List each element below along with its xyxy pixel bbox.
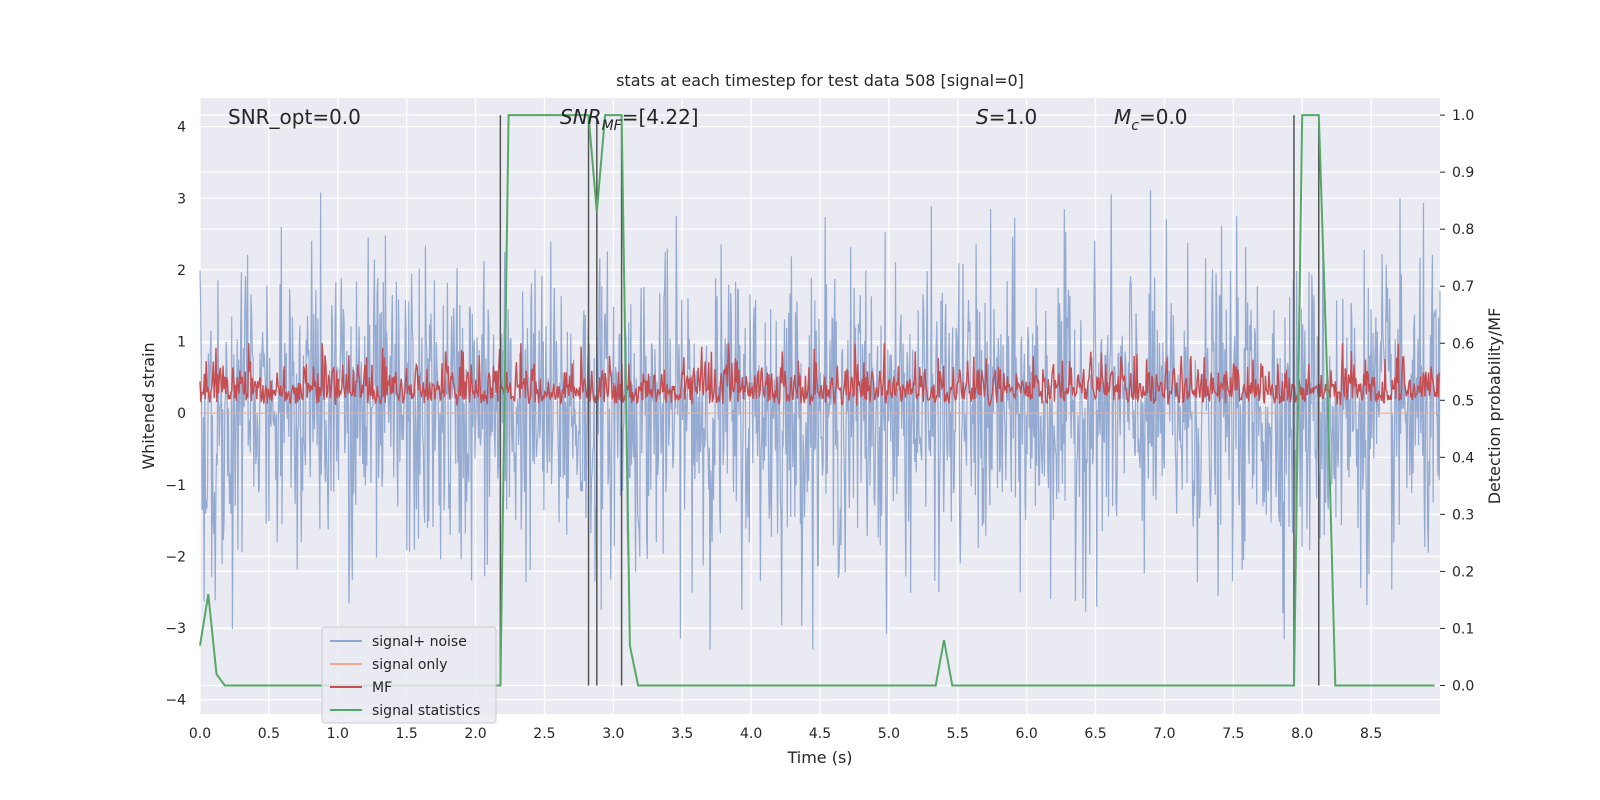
annotation-snr-mf: SNRMF=[4.22]: [560, 105, 699, 134]
y-right-tick-label: 0.8: [1452, 222, 1474, 238]
axis-ticks: 0.0 0.5 1.0 1.5 2.0 2.5 3.0 3.5 4.0 4.5 5.0 5.5 6.0 6…: [165, 108, 1474, 742]
annotation-mc-rest: =0.0: [1139, 105, 1188, 129]
y-right-tick-label: 0.9: [1452, 165, 1474, 181]
legend-label-signal-noise: signal+ noise: [372, 634, 467, 650]
annotation-snr-opt: SNR_opt=0.0: [228, 105, 361, 129]
y-left-tick-label: −2: [165, 549, 186, 565]
x-tick-label: 3.5: [671, 726, 693, 742]
y-right-tick-label: 0.5: [1452, 393, 1474, 409]
x-tick-label: 8.0: [1291, 726, 1313, 742]
x-tick-label: 3.0: [602, 726, 624, 742]
annotation-snr-mf-main: SNR: [560, 105, 602, 129]
y-right-tick-label: 0.0: [1452, 678, 1474, 694]
y-left-tick-label: 3: [177, 191, 186, 207]
annotation-mc-main: M: [1114, 105, 1131, 129]
y-left-tick-label: 4: [177, 120, 186, 136]
legend: signal+ noise signal only MF signal stat…: [321, 626, 497, 724]
vertical-markers: [499, 115, 1320, 686]
legend-box: [321, 626, 497, 724]
y-right-tick-label: 0.1: [1452, 621, 1474, 637]
annotation-mc: Mc=0.0: [1114, 105, 1188, 134]
y-left-tick-label: −4: [165, 693, 186, 709]
x-tick-label: 0.5: [258, 726, 280, 742]
x-tick-label: 1.5: [396, 726, 418, 742]
x-tick-label: 2.5: [533, 726, 555, 742]
y-right-tick-label: 1.0: [1452, 108, 1474, 124]
mf-line: [199, 343, 1441, 408]
annotation-s-rest: =1.0: [989, 105, 1038, 129]
y-right-tick-label: 0.2: [1452, 564, 1474, 580]
y-left-tick-label: 0: [177, 406, 186, 422]
x-tick-label: 5.0: [878, 726, 900, 742]
x-tick-label: 7.0: [1153, 726, 1175, 742]
x-tick-label: 7.5: [1222, 726, 1244, 742]
legend-label-signal-only: signal only: [372, 657, 447, 673]
x-tick-label: 4.0: [740, 726, 762, 742]
legend-label-signal-statistics: signal statistics: [372, 703, 480, 719]
annotation-s-main: S: [976, 105, 989, 129]
x-tick-label: 1.0: [327, 726, 349, 742]
y-axis-left-label: Whitened strain: [139, 342, 158, 469]
chart-title: stats at each timestep for test data 508…: [616, 71, 1024, 90]
x-tick-label: 2.0: [464, 726, 486, 742]
legend-label-mf: MF: [372, 680, 392, 696]
x-tick-label: 6.5: [1084, 726, 1106, 742]
series-mf: [199, 343, 1441, 408]
annotation-snr-mf-sub: MF: [602, 118, 623, 134]
annotations: SNR_opt=0.0 SNRMF=[4.22] S=1.0 Mc=0.0: [228, 105, 1188, 134]
y-left-tick-label: −3: [165, 621, 186, 637]
x-tick-label: 5.5: [947, 726, 969, 742]
annotation-mc-sub: c: [1131, 118, 1139, 134]
y-right-tick-label: 0.6: [1452, 336, 1474, 352]
y-left-tick-label: 1: [177, 335, 186, 351]
x-tick-label: 8.5: [1360, 726, 1382, 742]
x-axis-label: Time (s): [786, 748, 852, 767]
x-tick-label: 6.0: [1016, 726, 1038, 742]
y-right-tick-label: 0.7: [1452, 279, 1474, 295]
y-right-tick-label: 0.3: [1452, 507, 1474, 523]
annotation-s: S=1.0: [976, 105, 1037, 129]
annotation-snr-mf-rest: =[4.22]: [622, 105, 699, 129]
y-axis-right-label: Detection probability/MF: [1485, 308, 1504, 505]
y-right-tick-label: 0.4: [1452, 450, 1474, 466]
y-left-tick-label: −1: [165, 478, 186, 494]
x-tick-label: 4.5: [809, 726, 831, 742]
x-tick-label: 0.0: [189, 726, 211, 742]
y-left-tick-label: 2: [177, 263, 186, 279]
